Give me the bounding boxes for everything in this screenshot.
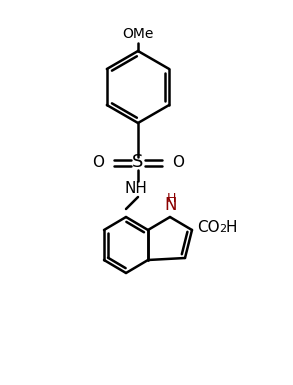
Text: OMe: OMe (122, 27, 154, 41)
Text: H: H (226, 219, 238, 234)
Text: O: O (92, 154, 104, 169)
Text: S: S (132, 153, 144, 171)
Text: H: H (166, 192, 176, 205)
Text: N: N (165, 196, 177, 214)
Text: O: O (172, 154, 184, 169)
Text: 2: 2 (219, 224, 226, 234)
Text: CO: CO (197, 219, 220, 234)
Text: NH: NH (125, 181, 147, 196)
